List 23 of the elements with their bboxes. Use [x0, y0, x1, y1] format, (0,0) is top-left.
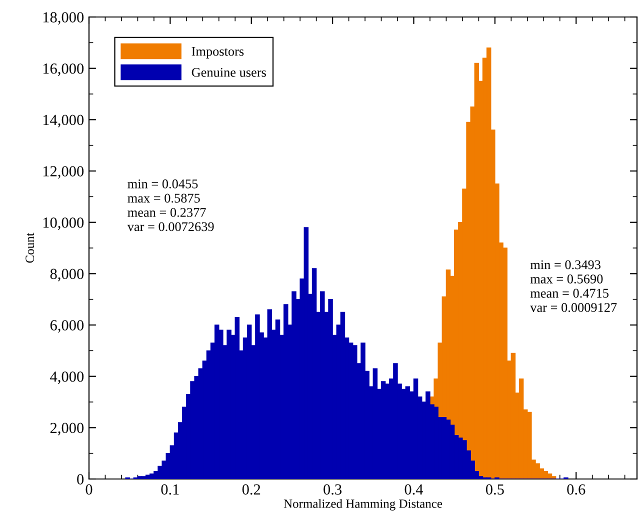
x-axis-title: Normalized Hamming Distance: [284, 499, 442, 510]
x-tick-label: 0.4: [404, 484, 424, 495]
legend-label: Genuine users: [192, 68, 266, 77]
y-tick-label: 12,000: [43, 166, 84, 179]
x-tick-label: 0.2: [242, 484, 260, 495]
y-tick-label: 6,000: [50, 320, 84, 333]
x-tick-label: 0.5: [486, 484, 504, 495]
x-tick-label: 0.3: [324, 484, 342, 495]
annotation: min = 0.0455 max = 0.5875 mean = 0.2377 var = 0.0072639: [127, 179, 214, 232]
y-tick-label: 8,000: [50, 268, 84, 282]
y-tick-label: 14,000: [43, 114, 84, 128]
y-axis-title: Count: [26, 232, 34, 263]
x-tick-label: 0.1: [161, 484, 179, 495]
y-tick-label: 2,000: [50, 422, 84, 436]
x-tick-label: 0: [86, 484, 92, 495]
y-tick-label: 16,000: [43, 63, 84, 76]
y-tick-label: 18,000: [43, 12, 84, 25]
y-tick-label: 10,000: [43, 217, 84, 230]
x-tick-label: 0.6: [567, 484, 586, 495]
y-tick-label: 4,000: [50, 371, 84, 384]
y-tick-label: 0: [77, 474, 84, 484]
legend-label: Impostors: [192, 47, 244, 58]
annotation: min = 0.3493 max = 0.5690 mean = 0.4715 var = 0.0009127: [530, 260, 617, 312]
